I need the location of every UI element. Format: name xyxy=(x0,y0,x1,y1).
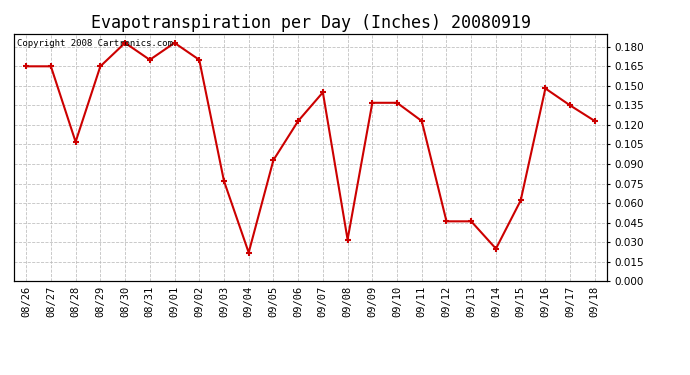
Title: Evapotranspiration per Day (Inches) 20080919: Evapotranspiration per Day (Inches) 2008… xyxy=(90,14,531,32)
Text: Copyright 2008 Cartronics.com: Copyright 2008 Cartronics.com xyxy=(17,39,172,48)
